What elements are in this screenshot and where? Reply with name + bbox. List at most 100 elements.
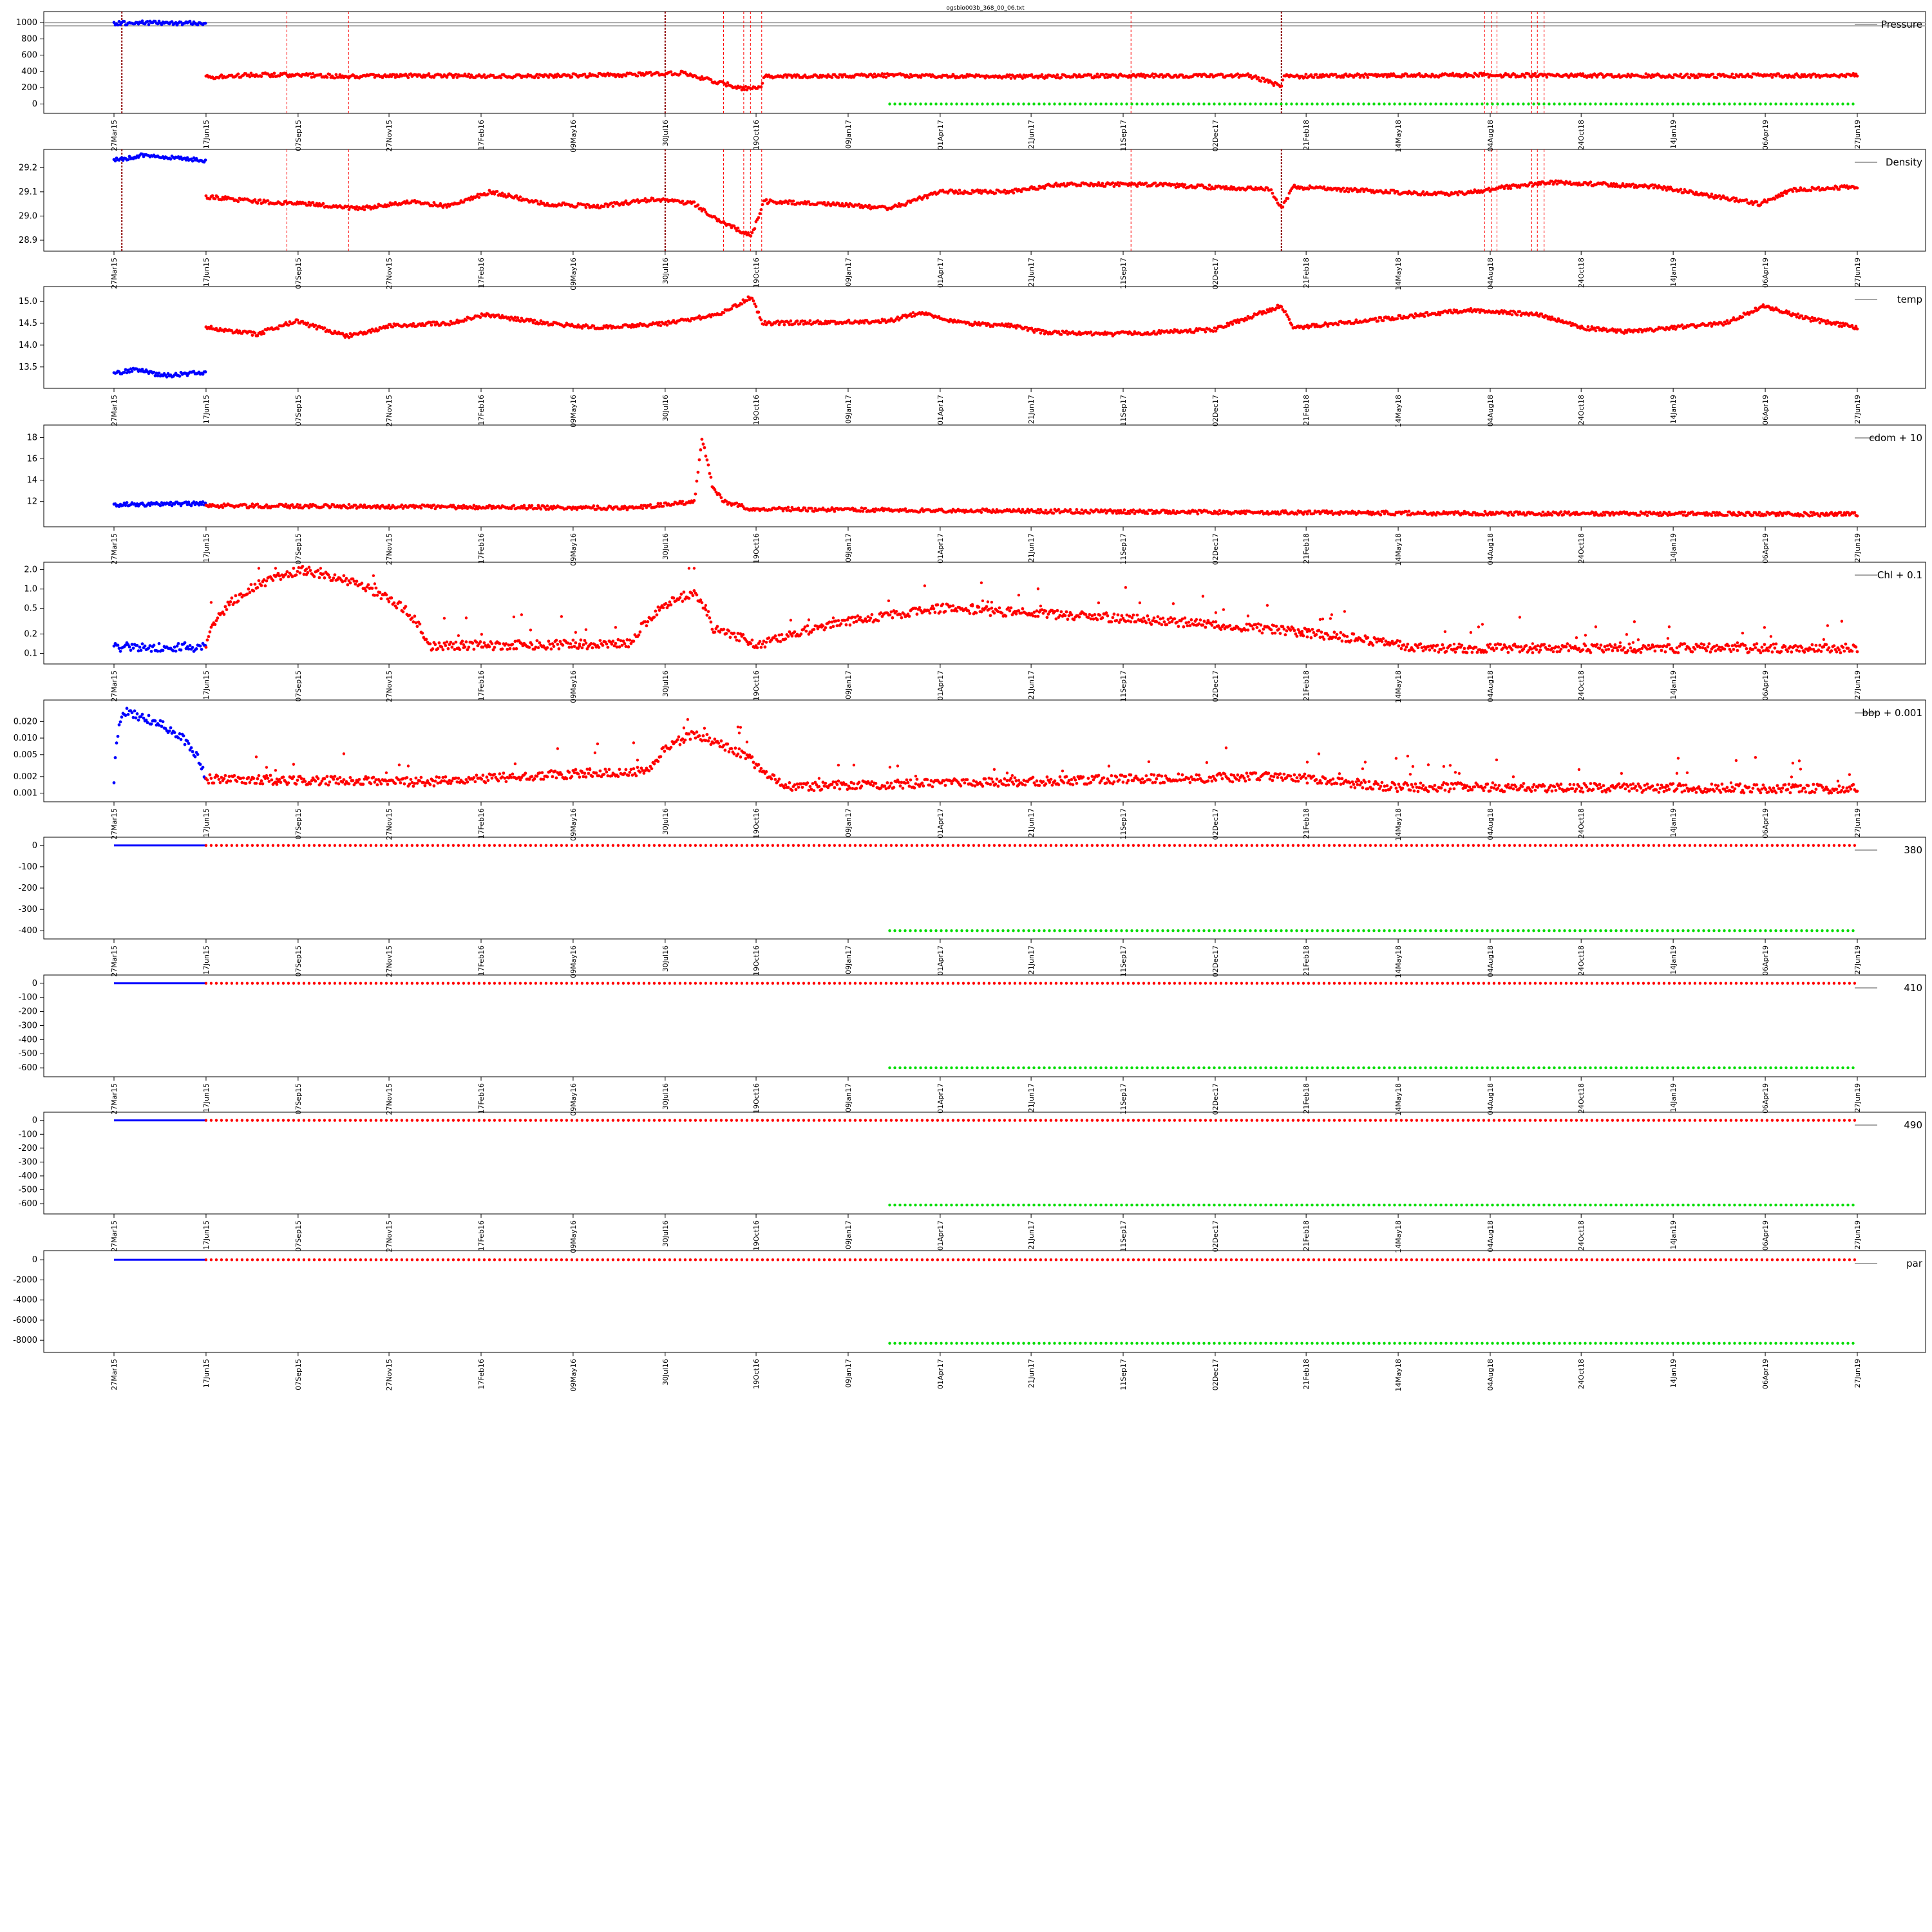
data-point xyxy=(847,205,851,209)
data-point xyxy=(1022,102,1025,106)
data-point xyxy=(1357,102,1360,106)
data-point xyxy=(530,504,534,507)
data-point xyxy=(681,200,685,203)
data-point xyxy=(1254,102,1257,106)
data-point xyxy=(1116,75,1120,79)
data-point xyxy=(1103,76,1107,79)
data-point xyxy=(656,71,660,75)
data-point xyxy=(1681,102,1685,106)
data-point xyxy=(708,471,712,475)
x-tick-label: 27Jun19 xyxy=(1853,258,1862,287)
data-point xyxy=(1095,184,1099,187)
data-point xyxy=(392,73,396,77)
data-point xyxy=(1280,102,1283,106)
data-point xyxy=(1156,102,1159,106)
data-point xyxy=(547,75,551,79)
data-point xyxy=(545,504,549,507)
data-point xyxy=(1671,102,1674,106)
data-point xyxy=(743,88,746,91)
data-point xyxy=(695,479,699,483)
data-point xyxy=(696,203,700,207)
data-point xyxy=(545,321,549,324)
data-point xyxy=(1710,193,1714,196)
data-point xyxy=(1781,194,1785,198)
data-point xyxy=(1755,200,1759,204)
data-point xyxy=(958,188,961,192)
data-point xyxy=(1444,102,1448,106)
data-point xyxy=(460,506,464,510)
data-point xyxy=(1396,317,1399,321)
data-point xyxy=(1378,102,1381,106)
data-point xyxy=(160,23,164,26)
data-point xyxy=(1027,102,1030,106)
data-point xyxy=(1417,71,1421,75)
data-point xyxy=(1852,71,1855,75)
data-point xyxy=(517,198,521,202)
data-point xyxy=(1817,185,1821,189)
data-point xyxy=(709,475,713,479)
data-point xyxy=(1600,73,1604,77)
data-point xyxy=(1680,323,1684,327)
data-point xyxy=(200,503,204,506)
data-point xyxy=(298,503,302,507)
data-point xyxy=(1419,102,1422,106)
data-point xyxy=(244,503,248,507)
x-tick-label: 21Jun17 xyxy=(1027,395,1036,424)
data-point xyxy=(570,75,574,79)
data-point xyxy=(236,200,240,204)
data-point xyxy=(1666,102,1669,106)
data-point xyxy=(1236,72,1240,76)
data-point xyxy=(204,194,208,198)
data-point xyxy=(513,316,517,319)
data-point xyxy=(1249,102,1252,106)
data-point xyxy=(1651,102,1654,106)
data-point xyxy=(1615,102,1618,106)
data-point xyxy=(1469,307,1473,310)
series-blue xyxy=(112,152,207,164)
data-point xyxy=(1383,102,1386,106)
data-point xyxy=(1204,330,1208,334)
data-point xyxy=(1732,196,1736,200)
data-point xyxy=(1652,186,1656,190)
data-point xyxy=(1770,75,1774,79)
x-tick-label: 07Sep15 xyxy=(294,395,303,426)
data-point xyxy=(1555,182,1559,186)
data-point xyxy=(1457,73,1461,76)
data-point xyxy=(880,72,884,75)
data-point xyxy=(1208,75,1211,79)
data-point xyxy=(126,158,130,162)
data-point xyxy=(427,72,431,75)
data-point xyxy=(372,206,375,210)
data-point xyxy=(1692,102,1695,106)
data-point xyxy=(1728,102,1731,106)
data-point xyxy=(909,102,912,106)
series-red xyxy=(204,437,1859,518)
data-point xyxy=(1450,102,1453,106)
data-point xyxy=(1544,73,1548,77)
data-point xyxy=(583,72,587,76)
x-tick-label: 14May18 xyxy=(1394,533,1403,566)
data-point xyxy=(1725,319,1729,323)
data-point xyxy=(471,197,475,201)
data-point xyxy=(1439,102,1443,106)
x-tick-label: 04Aug18 xyxy=(1486,533,1495,565)
data-point xyxy=(754,305,758,308)
data-point xyxy=(1274,102,1278,106)
data-point xyxy=(253,331,257,335)
data-point xyxy=(515,194,518,198)
data-point xyxy=(1509,187,1513,191)
x-tick-label: 19Oct16 xyxy=(752,120,761,150)
data-point xyxy=(1545,75,1549,79)
data-point xyxy=(1425,310,1429,314)
data-point xyxy=(825,204,829,207)
data-point xyxy=(1671,76,1675,80)
data-point xyxy=(1197,102,1200,106)
data-point xyxy=(575,204,579,208)
data-point xyxy=(248,75,252,79)
data-point xyxy=(1523,75,1527,79)
data-point xyxy=(706,463,710,467)
data-point xyxy=(512,504,516,507)
data-point xyxy=(1125,102,1128,106)
data-point xyxy=(1470,102,1473,106)
